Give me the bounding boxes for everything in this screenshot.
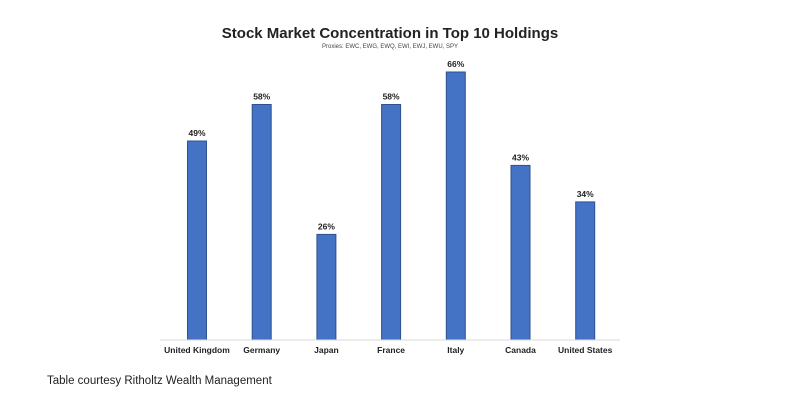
value-label: 49% — [188, 128, 205, 138]
value-label: 58% — [383, 92, 400, 102]
value-label: 43% — [512, 152, 529, 162]
bar-united-states — [575, 201, 596, 341]
value-labels-group: 49% 58% 26% 58% 66% 43% 34% — [188, 59, 594, 231]
category-label: Canada — [505, 345, 536, 355]
category-labels-group: United Kingdom Germany Japan France Italy Can… — [164, 345, 612, 355]
value-label: 58% — [253, 92, 270, 102]
value-label: 26% — [318, 221, 335, 231]
value-label: 66% — [447, 59, 464, 69]
category-label: United States — [558, 345, 613, 355]
bar-france — [381, 104, 402, 341]
caption-text: Table courtesy Ritholtz Wealth Managemen… — [47, 375, 272, 387]
value-label: 34% — [577, 189, 594, 199]
bar-canada — [510, 164, 531, 341]
bar-italy — [445, 71, 466, 341]
chart-title: Stock Market Concentration in Top 10 Hol… — [222, 25, 558, 42]
bar-germany — [251, 104, 272, 341]
category-label: Italy — [447, 345, 464, 355]
bar-japan — [316, 233, 337, 341]
category-label: Germany — [243, 345, 280, 355]
bar-united-kingdom — [187, 140, 207, 341]
bars-group — [187, 71, 596, 341]
category-label: France — [377, 345, 405, 355]
chart-subtitle: Proxies: EWC, EWG, EWQ, EWI, EWJ, EWU, S… — [322, 44, 458, 50]
category-label: United Kingdom — [164, 345, 230, 355]
category-label: Japan — [314, 345, 339, 355]
